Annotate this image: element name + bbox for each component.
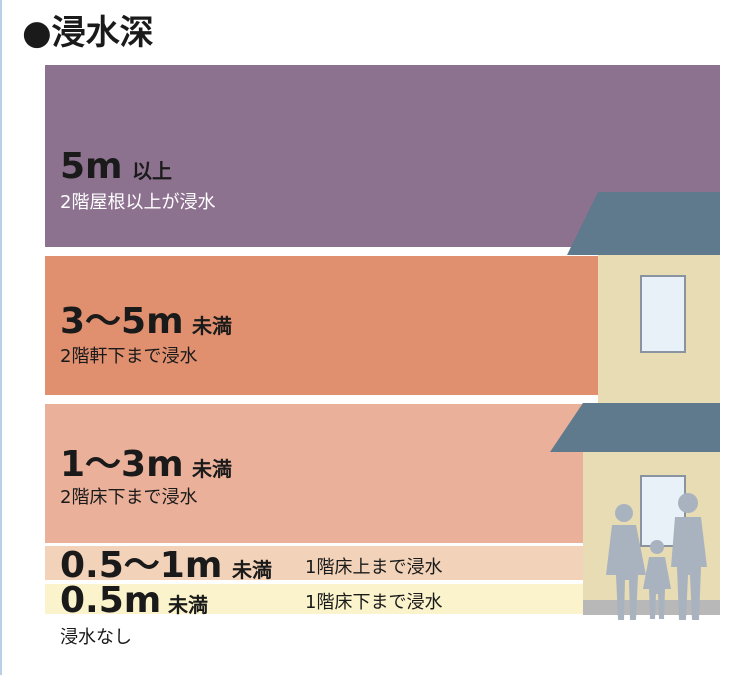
description: 2階軒下まで浸水 xyxy=(60,346,197,367)
depth: 3〜5m xyxy=(60,301,184,342)
left-border xyxy=(0,0,2,675)
description: 2階屋根以上が浸水 xyxy=(60,192,215,213)
qualifier: 未満 xyxy=(192,314,232,338)
title: ●浸水深 xyxy=(22,13,154,53)
depth: 0.5m xyxy=(60,580,161,621)
no-flood: 浸水なし xyxy=(60,627,132,648)
depth: 1〜3m xyxy=(60,444,184,485)
window-upper xyxy=(641,276,685,352)
description: 2階床下まで浸水 xyxy=(60,487,197,508)
qualifier: 以上 xyxy=(132,159,172,183)
depth: 5m xyxy=(60,146,123,187)
page: ●浸水深 5m 以上 2階屋根以上が浸水 3〜5m 未満 2階軒下まで浸水 1〜… xyxy=(0,0,733,675)
diagram: ●浸水深 5m 以上 2階屋根以上が浸水 3〜5m 未満 2階軒下まで浸水 1〜… xyxy=(0,0,733,675)
qualifier: 未満 xyxy=(192,457,232,481)
qualifier: 未満 xyxy=(232,558,272,582)
description: 1階床上まで浸水 xyxy=(305,557,442,578)
qualifier: 未満 xyxy=(168,593,208,617)
description: 1階床下まで浸水 xyxy=(305,592,442,613)
